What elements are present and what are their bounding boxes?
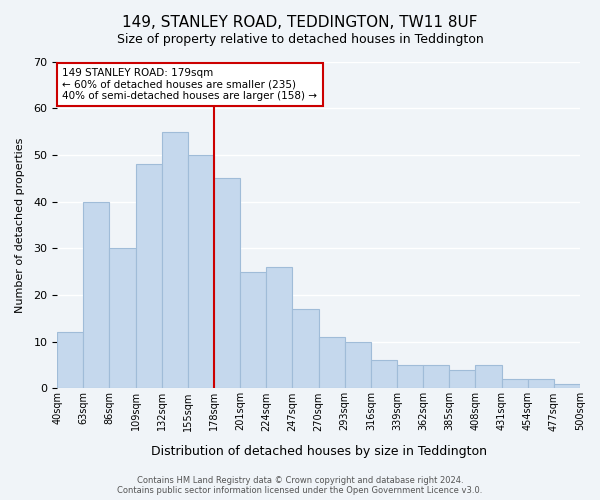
Bar [319,337,345,388]
Bar [449,370,475,388]
Bar [528,379,554,388]
Bar [292,309,319,388]
Bar [83,202,109,388]
Bar [502,379,528,388]
Text: Size of property relative to detached houses in Teddington: Size of property relative to detached ho… [116,32,484,46]
Text: 149, STANLEY ROAD, TEDDINGTON, TW11 8UF: 149, STANLEY ROAD, TEDDINGTON, TW11 8UF [122,15,478,30]
Text: Contains HM Land Registry data © Crown copyright and database right 2024.
Contai: Contains HM Land Registry data © Crown c… [118,476,482,495]
Bar [57,332,83,388]
Bar [371,360,397,388]
Bar [214,178,240,388]
Bar [397,365,423,388]
Bar [136,164,162,388]
Bar [109,248,136,388]
X-axis label: Distribution of detached houses by size in Teddington: Distribution of detached houses by size … [151,444,487,458]
Bar [162,132,188,388]
Text: 149 STANLEY ROAD: 179sqm
← 60% of detached houses are smaller (235)
40% of semi-: 149 STANLEY ROAD: 179sqm ← 60% of detach… [62,68,317,101]
Y-axis label: Number of detached properties: Number of detached properties [15,138,25,312]
Bar [423,365,449,388]
Bar [188,155,214,388]
Bar [345,342,371,388]
Bar [475,365,502,388]
Bar [554,384,580,388]
Bar [266,267,292,388]
Bar [240,272,266,388]
